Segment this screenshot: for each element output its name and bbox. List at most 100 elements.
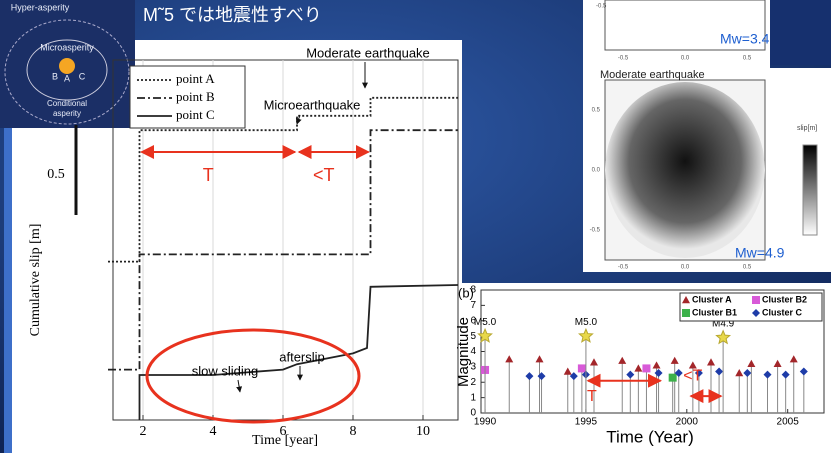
stem-marker — [674, 369, 683, 378]
y-tick-label: 3 — [470, 362, 476, 373]
annotation-arrow — [236, 379, 243, 393]
interval-label: T — [587, 388, 597, 405]
asperity-dot — [59, 58, 75, 74]
asperity-inset: Hyper-asperity Microasperity B A C Conditiona… — [0, 0, 135, 128]
map-x-tick: 0.0 — [681, 265, 690, 271]
stem-marker — [735, 369, 744, 377]
legend-label: point C — [176, 107, 215, 122]
annotation: Moderate earthquake — [306, 45, 430, 60]
legend-box — [129, 65, 246, 129]
image-piece — [770, 0, 831, 65]
bottom-map-mw: Mw=4.9 — [735, 245, 785, 261]
outer-ring — [4, 19, 130, 125]
stem-marker — [688, 361, 697, 369]
panel-label: (b) — [458, 285, 474, 300]
x-tick-label: 2005 — [777, 417, 800, 428]
stem-marker — [773, 359, 782, 367]
annotation: slow sliding — [192, 363, 258, 378]
stem-marker — [569, 372, 578, 381]
stem-marker — [781, 370, 790, 379]
x-tick-label: 1995 — [575, 417, 598, 428]
y-tick-label: 8 — [470, 285, 476, 296]
annotation: Microearthquake — [264, 97, 361, 112]
legend-box — [679, 292, 823, 322]
interval-label: <T — [313, 165, 335, 185]
slide-title: M˜5 では地震性すべり — [143, 5, 322, 25]
x-tick-label: 2 — [140, 424, 147, 439]
top-map-y-tick: -0.5 — [596, 4, 607, 10]
legend-marker — [752, 296, 760, 304]
legend-label: Cluster C — [762, 307, 803, 317]
stem-marker — [668, 373, 677, 382]
inset-label: Hyper-asperity — [11, 2, 70, 12]
stem-marker — [537, 372, 546, 381]
stem-marker — [763, 370, 772, 379]
inset-label: Conditional — [47, 99, 87, 108]
x-tick-label: 2000 — [676, 417, 699, 428]
mainshock-star — [477, 327, 493, 343]
y-tick-label: 5 — [470, 331, 476, 342]
stem-marker — [618, 356, 627, 364]
y-axis-label: Magnitude — [455, 317, 472, 387]
stem-marker — [743, 369, 752, 378]
y-tick-label: 4 — [470, 346, 476, 357]
top-map-panel — [583, 0, 770, 72]
top-map-x-tick: -0.5 — [618, 56, 629, 62]
stem-marker — [652, 361, 661, 369]
x-tick-label: 4 — [210, 424, 217, 439]
side-bar — [4, 120, 12, 453]
y-tick-label: 7 — [470, 300, 476, 311]
x-tick-label: 8 — [350, 424, 357, 439]
mainshock-star — [715, 329, 732, 345]
map-y-tick: 0.0 — [592, 168, 601, 174]
top-map-x-tick: 0.5 — [743, 56, 752, 62]
legend-label: point B — [176, 89, 215, 104]
map-y-tick: -0.5 — [590, 228, 601, 234]
x-tick-label: 6 — [280, 424, 287, 439]
map-x-tick: 0.5 — [743, 265, 752, 271]
stem-marker — [707, 358, 716, 366]
x-tick-label: 10 — [416, 424, 430, 439]
stem-marker — [505, 355, 514, 363]
stem-marker — [535, 355, 544, 363]
stem-marker — [799, 367, 808, 376]
inset-label: A — [64, 73, 70, 83]
legend-label: point A — [176, 71, 215, 86]
legend-label: Cluster B2 — [762, 294, 807, 304]
top-map-mw: Mw=3.4 — [720, 31, 770, 47]
y-tick-label: 1 — [470, 392, 476, 403]
top-map-frame — [604, 0, 766, 51]
legend-label: Cluster B1 — [692, 307, 737, 317]
colorbar-label: slip[m] — [797, 125, 817, 132]
interval-label: T — [203, 165, 214, 185]
top-map-x-tick: 0.0 — [681, 56, 690, 62]
interval-label: <T — [683, 367, 702, 384]
slip-maps: -0.5 -0.5 0.0 0.5 Mw=3.4 Moderate earthq… — [583, 0, 831, 272]
scale-bar-label: 0.5 — [47, 167, 65, 182]
annotation: afterslip — [279, 349, 325, 364]
y-axis-label: Cumulative slip [m] — [28, 224, 43, 337]
series-line — [108, 129, 458, 371]
series-line — [108, 96, 458, 263]
stem-marker — [577, 364, 586, 373]
series-line — [138, 284, 459, 420]
stem-marker — [694, 369, 703, 378]
annotation-arrow — [295, 114, 302, 125]
legend-label: Cluster A — [692, 294, 732, 304]
legend-marker — [682, 309, 690, 317]
stem-marker — [589, 358, 598, 366]
y-tick-label: 0 — [470, 408, 476, 419]
stem-marker — [747, 359, 756, 367]
inset-label: B — [52, 71, 58, 81]
x-tick-label: 1990 — [474, 417, 497, 428]
legend-marker — [682, 296, 690, 304]
inner-ring — [26, 39, 108, 101]
stem-marker — [634, 364, 643, 372]
stem-marker — [670, 356, 679, 364]
highlight-ellipse — [145, 328, 361, 424]
y-tick-label: 2 — [470, 377, 476, 388]
bottom-map-title: Moderate earthquake — [600, 69, 705, 81]
x-axis-label: Time [year] — [252, 433, 318, 448]
mainshock-star — [578, 327, 594, 343]
